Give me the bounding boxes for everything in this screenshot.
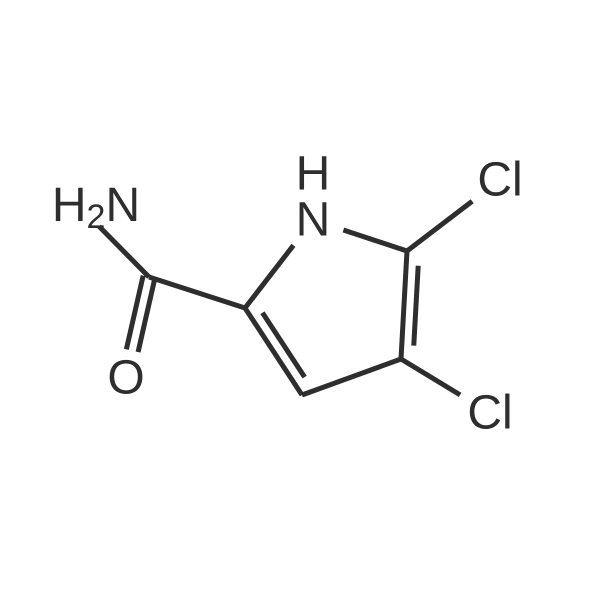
svg-text:H2N: H2N — [52, 179, 140, 237]
svg-text:N: N — [296, 194, 331, 247]
svg-text:Cl: Cl — [467, 387, 512, 440]
svg-text:O: O — [107, 352, 144, 405]
svg-text:Cl: Cl — [477, 154, 522, 207]
molecule-diagram: NH O H2N Cl Cl — [0, 0, 600, 600]
svg-text:H: H — [296, 148, 331, 201]
